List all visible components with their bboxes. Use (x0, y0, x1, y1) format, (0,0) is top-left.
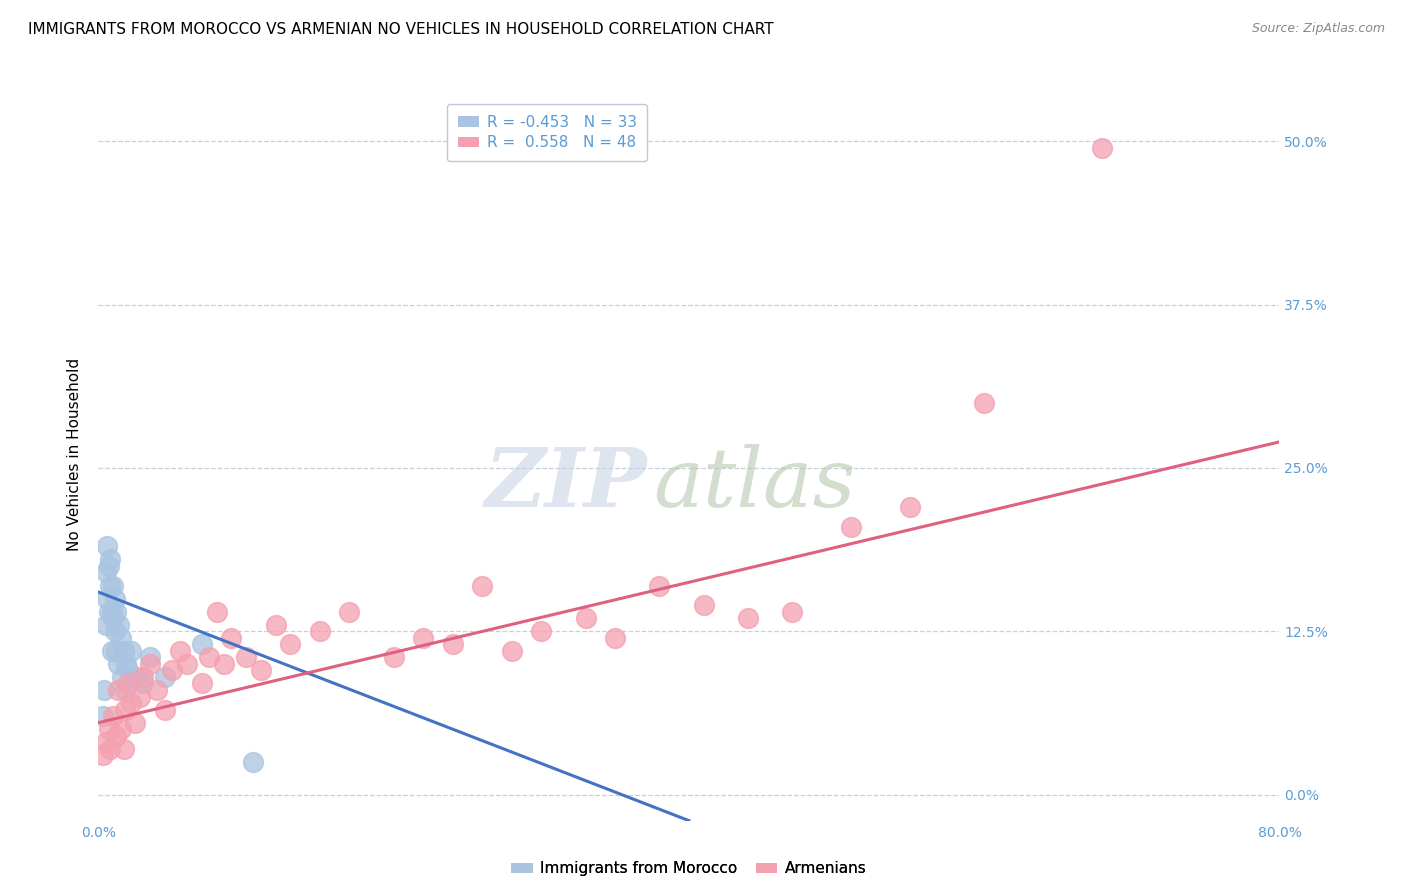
Text: IMMIGRANTS FROM MOROCCO VS ARMENIAN NO VEHICLES IN HOUSEHOLD CORRELATION CHART: IMMIGRANTS FROM MOROCCO VS ARMENIAN NO V… (28, 22, 773, 37)
Point (128, 690, 150, 704)
Point (139, 650, 162, 665)
Point (278, 637, 302, 651)
Point (501, 644, 523, 658)
Point (191, 676, 214, 690)
Point (124, 715, 146, 730)
Point (110, 723, 132, 737)
Point (198, 650, 221, 665)
Point (107, 657, 129, 671)
Point (112, 741, 135, 756)
Point (94, 735, 117, 749)
Point (973, 395, 995, 409)
Point (191, 637, 214, 651)
Point (98, 578, 121, 592)
Point (117, 676, 139, 690)
Point (115, 657, 138, 671)
Point (117, 664, 139, 678)
Point (98, 741, 121, 756)
Point (104, 624, 127, 639)
Point (103, 611, 125, 625)
Point (94, 617, 117, 632)
Point (205, 605, 228, 619)
Point (103, 709, 125, 723)
Text: Source: ZipAtlas.com: Source: ZipAtlas.com (1251, 22, 1385, 36)
Point (212, 657, 235, 671)
Point (96, 539, 118, 553)
Point (124, 670, 146, 684)
Point (97, 558, 120, 573)
Point (100, 644, 122, 658)
Point (574, 611, 596, 625)
Point (153, 703, 176, 717)
Point (97, 723, 120, 737)
Point (339, 605, 360, 619)
Point (605, 631, 627, 645)
Point (242, 755, 264, 769)
Text: atlas: atlas (654, 444, 856, 524)
Point (91, 709, 114, 723)
Point (107, 683, 129, 698)
Point (108, 617, 131, 632)
Point (100, 605, 122, 619)
Point (264, 617, 287, 632)
Point (841, 520, 863, 534)
Point (221, 631, 243, 645)
Point (471, 578, 494, 592)
Point (737, 611, 759, 625)
Point (162, 664, 183, 678)
Point (120, 696, 142, 710)
Point (105, 729, 128, 743)
Point (103, 578, 125, 592)
Legend: Immigrants from Morocco, Armenians: Immigrants from Morocco, Armenians (505, 855, 873, 882)
Point (441, 637, 464, 651)
Point (105, 605, 128, 619)
Point (309, 624, 332, 639)
Point (169, 644, 191, 658)
Point (105, 644, 128, 658)
Point (382, 650, 405, 665)
Point (176, 657, 198, 671)
Point (132, 670, 155, 684)
Point (1091, 141, 1114, 155)
Point (412, 631, 434, 645)
Point (111, 670, 134, 684)
Point (96, 591, 118, 606)
Point (693, 598, 716, 612)
Point (104, 591, 127, 606)
Point (530, 624, 553, 639)
Point (250, 664, 273, 678)
Point (114, 703, 136, 717)
Y-axis label: No Vehicles in Household: No Vehicles in Household (67, 359, 83, 551)
Point (114, 683, 136, 698)
Point (235, 650, 257, 665)
Point (94, 566, 117, 580)
Point (93, 683, 115, 698)
Point (139, 657, 162, 671)
Point (782, 605, 804, 619)
Point (98, 552, 121, 566)
Point (97, 605, 120, 619)
Point (91, 748, 114, 763)
Point (132, 676, 155, 690)
Text: ZIP: ZIP (485, 444, 648, 524)
Point (153, 670, 176, 684)
Point (146, 683, 169, 698)
Point (120, 644, 142, 658)
Point (110, 631, 132, 645)
Point (648, 578, 671, 592)
Point (112, 644, 135, 658)
Point (900, 500, 922, 515)
